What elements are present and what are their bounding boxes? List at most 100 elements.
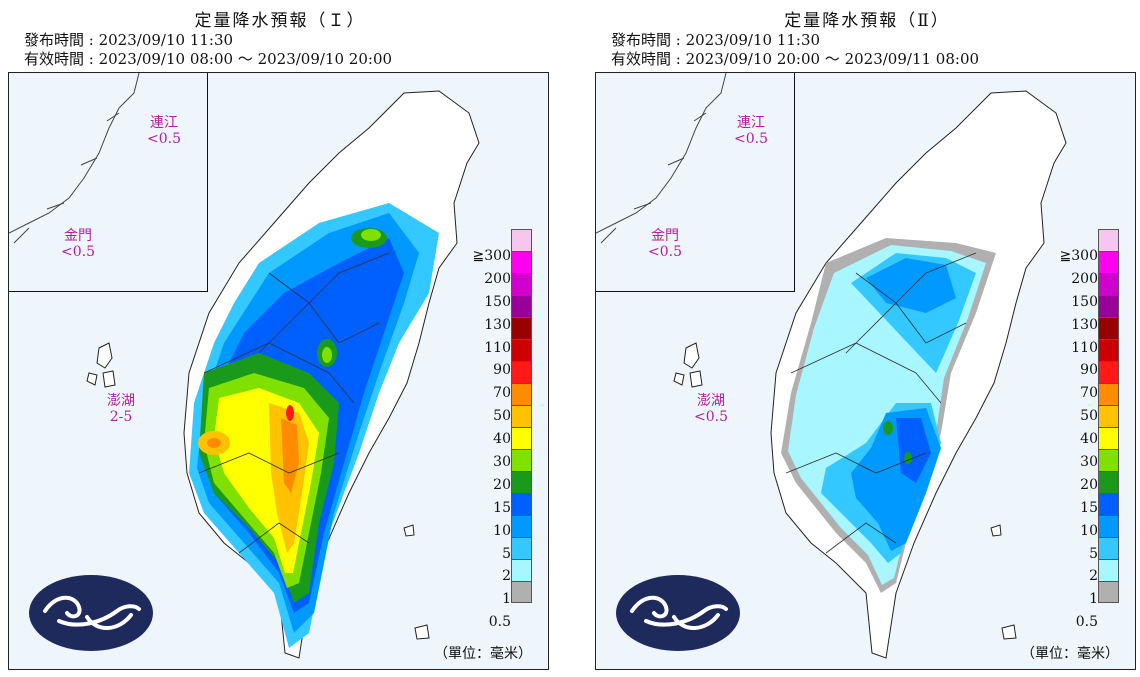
rain-layer-70	[286, 405, 294, 421]
matsu-name: 連江	[150, 115, 178, 131]
legend-swatch	[1098, 515, 1119, 537]
color-legend	[511, 229, 533, 603]
legend-tick-label: 200	[1071, 270, 1098, 287]
kinmen-name: 金門	[64, 228, 92, 244]
legend-tick-label: 15	[1080, 499, 1098, 516]
legend-tick-label: 15	[493, 499, 511, 516]
matsu-label: 連江 <0.5	[147, 115, 181, 147]
legend-swatch	[1098, 449, 1119, 471]
legend-tick-label: 2	[502, 568, 511, 585]
legend-tick-label: ≧300	[1059, 248, 1098, 264]
green-island	[403, 524, 415, 537]
issue-time: 發布時間 : 2023/09/10 11:30	[24, 31, 234, 49]
legend-tick-label: 40	[493, 431, 511, 448]
legend-tick-label: 5	[1089, 545, 1098, 562]
legend-swatch	[1098, 559, 1119, 581]
matsu-value: <0.5	[147, 131, 181, 147]
legend-swatch	[1098, 427, 1119, 449]
penghu-label: 澎湖 2-5	[107, 393, 135, 425]
taiwan-rainfall-svg	[673, 90, 1067, 659]
legend-tick-label: 110	[1071, 339, 1098, 356]
legend-swatch	[1098, 317, 1119, 339]
legend-swatch	[1098, 493, 1119, 515]
legend-swatch	[511, 273, 532, 295]
legend-tick-label: 50	[1080, 408, 1098, 425]
green-island	[990, 524, 1002, 537]
penghu-value: 2-5	[109, 409, 133, 425]
legend-tick-label: 20	[1080, 476, 1098, 493]
legend-tick-label: 130	[1071, 316, 1098, 333]
legend-swatch	[511, 515, 532, 537]
color-legend	[1098, 229, 1120, 603]
kinmen-label: 金門 <0.5	[648, 228, 682, 260]
legend-swatch	[1098, 339, 1119, 361]
legend-tick-label: 2	[1089, 568, 1098, 585]
cwa-logo	[616, 575, 740, 651]
taiwan-rainfall-svg	[86, 90, 480, 659]
legend-tick-label: 200	[484, 270, 511, 287]
orchid-island	[414, 624, 430, 640]
legend-swatch	[511, 493, 532, 515]
legend-tick-label: 150	[484, 293, 511, 310]
county-boundaries	[198, 252, 390, 554]
legend-tick-label: 150	[1071, 293, 1098, 310]
legend-tick-label: 5	[502, 545, 511, 562]
inset-map	[596, 73, 795, 292]
matsu-label: 連江 <0.5	[734, 115, 768, 147]
legend-swatch	[511, 427, 532, 449]
legend-tick-label: 70	[1080, 385, 1098, 402]
legend-tick-label: 0.5	[488, 614, 511, 631]
legend-tick-label: 50	[493, 408, 511, 425]
legend-swatch	[1098, 405, 1119, 427]
inset-coast-svg	[9, 73, 140, 244]
matsu-name: 連江	[737, 115, 765, 131]
rainfall-map: 連江 <0.5 金門 <0.5 澎湖 <0.5 ≧300 200 150 130 110…	[595, 72, 1136, 670]
valid-time: 有效時間 : 2023/09/10 08:00 ～ 2023/09/10 20:…	[24, 50, 393, 68]
legend-swatch	[511, 559, 532, 581]
legend-swatch	[511, 295, 532, 317]
panel-title: 定量降水預報（Ｉ）	[194, 11, 366, 31]
legend-swatch	[1098, 581, 1119, 603]
penghu-islands	[673, 342, 703, 388]
qpf-panel-1: 定量降水預報（Ｉ） 發布時間 : 2023/09/10 11:30 有效時間 :…	[0, 0, 560, 677]
legend-swatch	[1098, 471, 1119, 493]
rain-layer-10	[896, 418, 931, 483]
legend-swatch	[511, 449, 532, 471]
legend-swatch	[1098, 251, 1119, 273]
kinmen-value: <0.5	[648, 244, 682, 260]
legend-swatch	[1098, 383, 1119, 405]
legend-swatch	[511, 251, 532, 273]
penghu-name: 澎湖	[697, 393, 725, 409]
legend-ticks: ≧300 200 150 130 110 90 70 50 40 30 20 15 10 5 2 1 0.5	[471, 245, 511, 634]
legend-swatch	[511, 537, 532, 559]
legend-tick-label: 40	[1080, 431, 1098, 448]
legend-swatch	[1098, 295, 1119, 317]
unit-label: （單位：毫米）	[1021, 646, 1119, 662]
legend-swatch	[511, 339, 532, 361]
legend-swatch	[1098, 537, 1119, 559]
legend-tick-label: 20	[493, 476, 511, 493]
kinmen-label: 金門 <0.5	[61, 228, 95, 260]
legend-tick-label: 130	[484, 316, 511, 333]
cwa-logo	[29, 575, 153, 651]
penghu-value: <0.5	[694, 409, 728, 425]
inset-map	[9, 73, 208, 292]
penghu-label: 澎湖 <0.5	[694, 393, 728, 425]
legend-swatch	[1098, 229, 1119, 251]
legend-swatch	[1098, 361, 1119, 383]
legend-swatch	[511, 229, 532, 251]
legend-tick-label: ≧300	[472, 248, 511, 264]
legend-tick-label: 1	[502, 591, 511, 608]
orchid-island	[1001, 624, 1017, 640]
county-boundaries	[785, 252, 977, 554]
legend-swatch	[511, 581, 532, 603]
legend-ticks: ≧300 200 150 130 110 90 70 50 40 30 20 15 10 5 2 1 0.5	[1058, 245, 1098, 634]
legend-tick-label: 0.5	[1075, 614, 1098, 631]
legend-swatch	[511, 405, 532, 427]
legend-swatch	[511, 471, 532, 493]
unit-label: （單位：毫米）	[434, 646, 532, 662]
kinmen-name: 金門	[651, 228, 679, 244]
matsu-value: <0.5	[734, 131, 768, 147]
legend-tick-label: 70	[493, 385, 511, 402]
rain-layer-50	[207, 418, 299, 493]
